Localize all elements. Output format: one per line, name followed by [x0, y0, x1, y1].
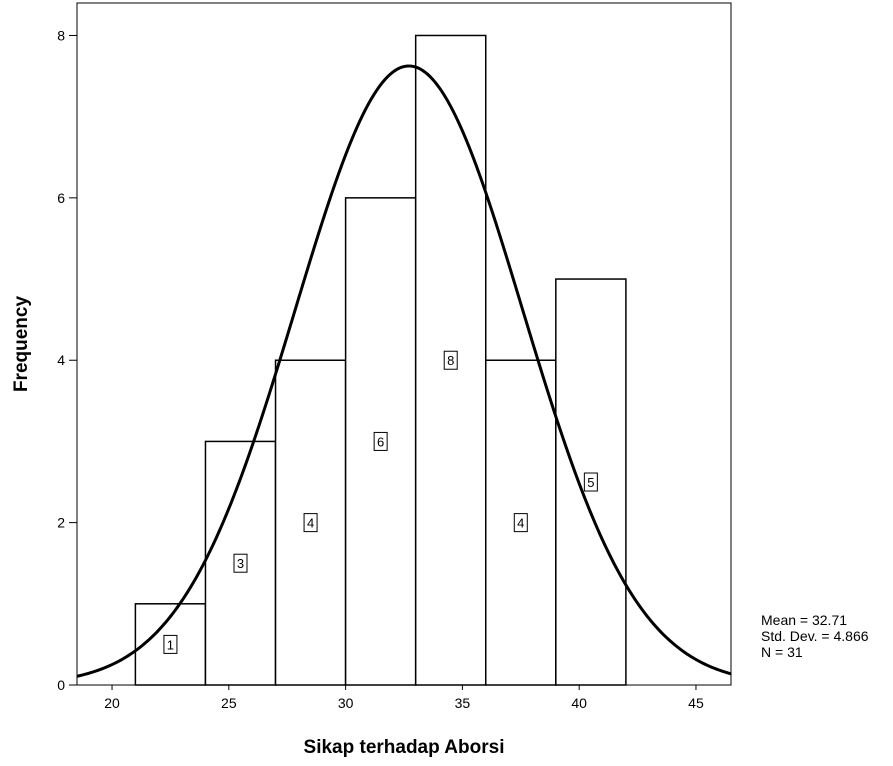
x-axis-title: Sikap terhadap Aborsi [304, 737, 505, 758]
y-tick-label: 6 [57, 190, 65, 206]
y-tick-label: 0 [57, 677, 65, 693]
bar-count-box [163, 634, 178, 654]
n-stat: N = 31 [761, 644, 803, 660]
bar-count-label: 6 [377, 434, 384, 449]
x-tick-label: 35 [455, 695, 471, 711]
std-dev-stat: Std. Dev. = 4.866 [761, 628, 869, 644]
x-tick-label: 30 [338, 695, 354, 711]
bar-count-label: 5 [587, 475, 594, 490]
bar-count-box [513, 513, 528, 533]
bar-count-box [583, 472, 598, 492]
normal-curve [76, 64, 732, 678]
bar-count-label: 3 [237, 556, 244, 571]
y-tick-label: 8 [57, 27, 65, 43]
x-tick-label: 40 [571, 695, 587, 711]
bar-count-label: 8 [447, 353, 454, 368]
y-axis-title: Frequency [11, 296, 32, 393]
bar-count-box [233, 553, 248, 573]
y-tick-label: 4 [57, 352, 65, 368]
bar-count-box [303, 513, 318, 533]
bar-count-box [443, 350, 458, 370]
y-tick-label: 2 [57, 515, 65, 531]
stats-legend: Mean = 32.71 Std. Dev. = 4.866 N = 31 [761, 612, 869, 660]
bar-count-label: 4 [307, 516, 314, 531]
x-tick-label: 25 [221, 695, 237, 711]
bar-count-label: 4 [517, 516, 524, 531]
bar-count-label: 1 [167, 637, 174, 652]
x-tick-label: 20 [104, 695, 120, 711]
bar-count-box [373, 431, 388, 451]
x-tick-label: 45 [688, 695, 704, 711]
mean-stat: Mean = 32.71 [761, 612, 848, 628]
